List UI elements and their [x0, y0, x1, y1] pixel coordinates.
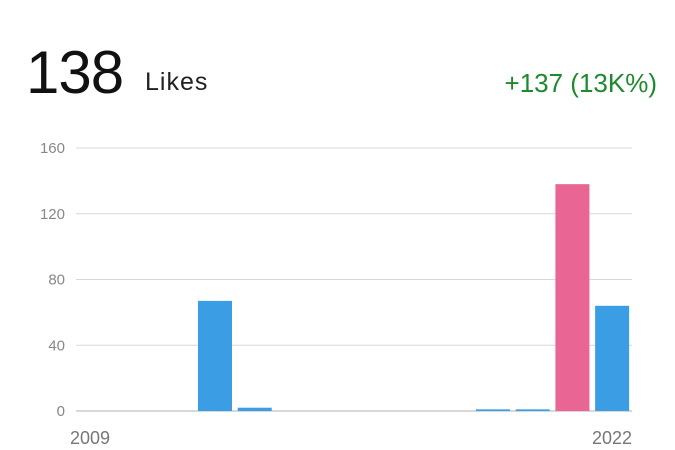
bar-2019[interactable] [476, 409, 510, 411]
change-indicator: +137 (13K%) [504, 68, 657, 98]
x-label-end: 2022 [592, 428, 632, 448]
bar-2013[interactable] [237, 407, 272, 411]
bar-2012[interactable] [198, 300, 232, 411]
y-tick-label: 80 [48, 272, 65, 289]
y-tick-label: 40 [48, 337, 65, 354]
y-tick-label: 120 [40, 206, 65, 223]
x-label-start: 2009 [70, 428, 110, 448]
y-tick-label: 0 [57, 403, 65, 420]
metric-label: Likes [145, 68, 209, 96]
bar-2022[interactable] [595, 305, 630, 411]
bar-2021[interactable] [555, 184, 590, 411]
total-value: 138 [26, 39, 124, 106]
bar-2020[interactable] [515, 409, 550, 411]
y-tick-label: 160 [40, 140, 65, 157]
